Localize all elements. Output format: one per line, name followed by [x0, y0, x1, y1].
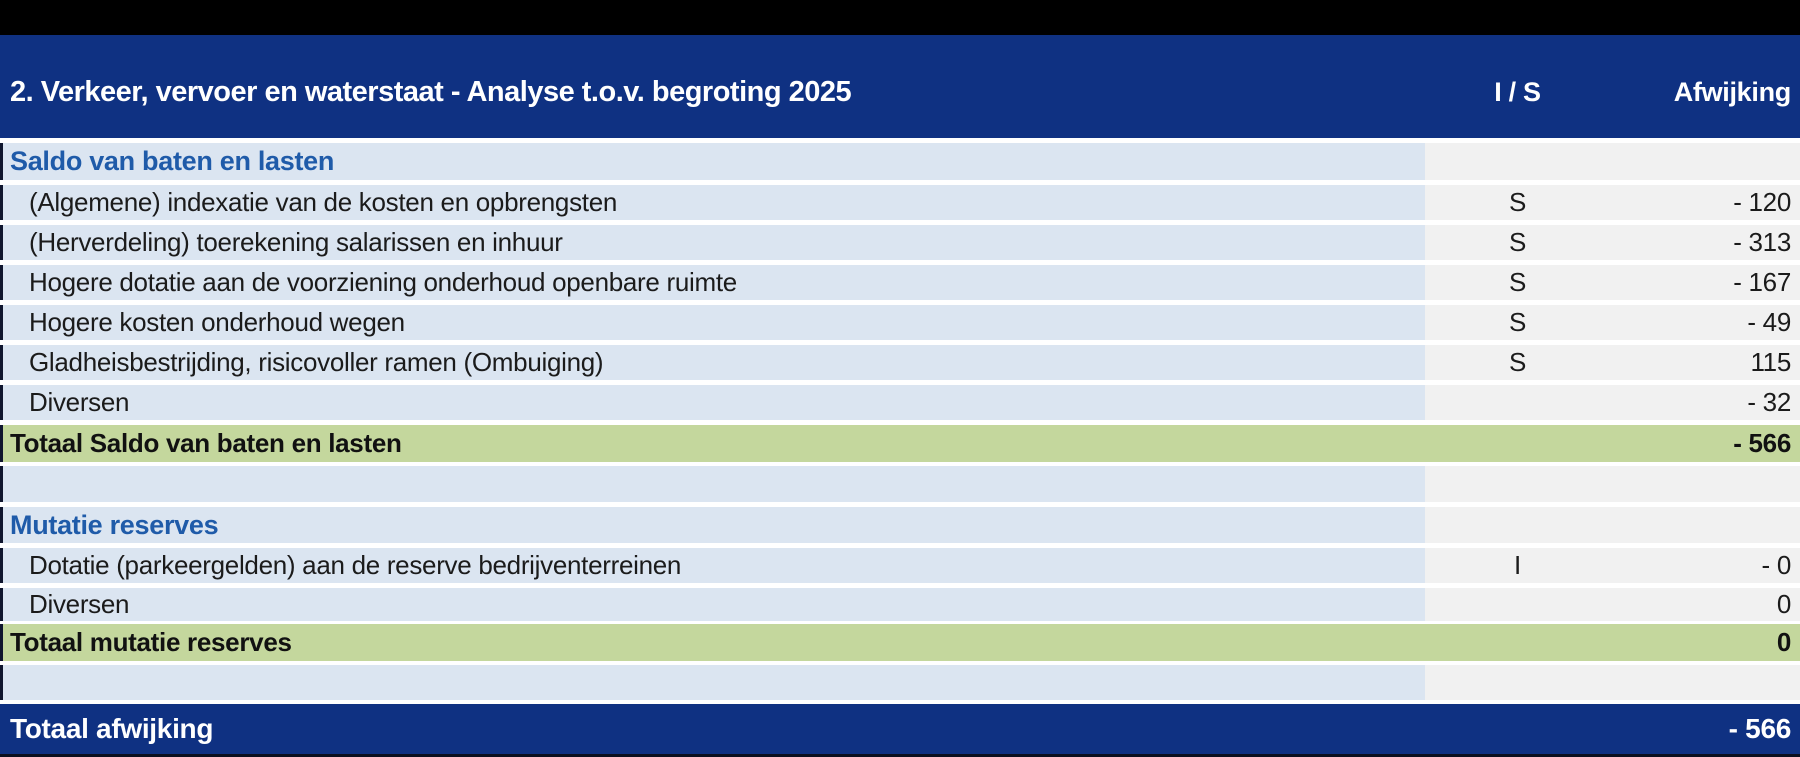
value-cell	[1610, 143, 1800, 180]
value-cell: - 167	[1610, 265, 1800, 300]
row-label	[3, 466, 1425, 502]
grand-total-row: Totaal afwijking - 566	[0, 704, 1800, 757]
is-cell	[1425, 143, 1610, 180]
is-cell: I	[1425, 548, 1610, 583]
is-cell: S	[1425, 265, 1610, 300]
column-header-afwijking: Afwijking	[1673, 77, 1792, 107]
value-cell: - 32	[1610, 385, 1800, 420]
total-label: Totaal mutatie reserves	[3, 624, 1425, 661]
value-cell: - 0	[1610, 548, 1800, 583]
column-header-is: I / S	[1494, 77, 1541, 107]
row-label: Hogere kosten onderhoud wegen	[3, 305, 1425, 340]
is-cell	[1425, 507, 1610, 543]
table-header-row: 2. Verkeer, vervoer en waterstaat - Anal…	[0, 35, 1800, 138]
page-title: 2. Verkeer, vervoer en waterstaat - Anal…	[10, 76, 852, 108]
total-value: 0	[1610, 624, 1800, 661]
spacer-row	[0, 466, 1800, 502]
value-cell: - 120	[1610, 185, 1800, 220]
table-row: (Herverdeling) toerekening salarissen en…	[0, 225, 1800, 260]
value-cell: - 49	[1610, 305, 1800, 340]
value-cell: 115	[1610, 345, 1800, 380]
value-cell	[1610, 466, 1800, 502]
table-row: Gladheisbestrijding, risicovoller ramen …	[0, 345, 1800, 380]
section-header-mutatie-reserves: Mutatie reserves	[0, 507, 1800, 543]
section-title: Saldo van baten en lasten	[3, 143, 1425, 180]
total-label: Totaal Saldo van baten en lasten	[3, 425, 1425, 462]
section-title: Mutatie reserves	[3, 507, 1425, 543]
row-label: Gladheisbestrijding, risicovoller ramen …	[3, 345, 1425, 380]
row-label: Hogere dotatie aan de voorziening onderh…	[3, 265, 1425, 300]
value-cell: 0	[1610, 588, 1800, 621]
grand-total-label: Totaal afwijking	[10, 713, 214, 744]
top-black-bar	[0, 0, 1800, 35]
row-label: (Algemene) indexatie van de kosten en op…	[3, 185, 1425, 220]
row-label: Diversen	[3, 588, 1425, 621]
value-cell	[1610, 665, 1800, 700]
total-value: - 566	[1610, 425, 1800, 462]
table-row: Dotatie (parkeergelden) aan de reserve b…	[0, 548, 1800, 583]
is-cell: S	[1425, 345, 1610, 380]
total-row-mutatie-reserves: Totaal mutatie reserves 0	[0, 624, 1800, 661]
is-cell	[1425, 704, 1610, 754]
spacer-row	[0, 665, 1800, 700]
section-header-saldo: Saldo van baten en lasten	[0, 143, 1800, 180]
is-cell	[1425, 624, 1610, 661]
is-cell	[1425, 665, 1610, 700]
table-row: (Algemene) indexatie van de kosten en op…	[0, 185, 1800, 220]
value-cell: - 313	[1610, 225, 1800, 260]
row-label	[3, 665, 1425, 700]
row-label: Diversen	[3, 385, 1425, 420]
value-cell	[1610, 507, 1800, 543]
table-row: Hogere dotatie aan de voorziening onderh…	[0, 265, 1800, 300]
row-label: (Herverdeling) toerekening salarissen en…	[3, 225, 1425, 260]
is-cell: S	[1425, 225, 1610, 260]
is-cell	[1425, 425, 1610, 462]
table-row: Hogere kosten onderhoud wegen S - 49	[0, 305, 1800, 340]
grand-total-value: - 566	[1728, 713, 1792, 744]
is-cell: S	[1425, 305, 1610, 340]
table-row: Diversen - 32	[0, 385, 1800, 420]
is-cell	[1425, 385, 1610, 420]
is-cell: S	[1425, 185, 1610, 220]
row-label: Dotatie (parkeergelden) aan de reserve b…	[3, 548, 1425, 583]
table-row: Diversen 0	[0, 588, 1800, 621]
total-row-saldo: Totaal Saldo van baten en lasten - 566	[0, 425, 1800, 462]
is-cell	[1425, 466, 1610, 502]
is-cell	[1425, 588, 1610, 621]
